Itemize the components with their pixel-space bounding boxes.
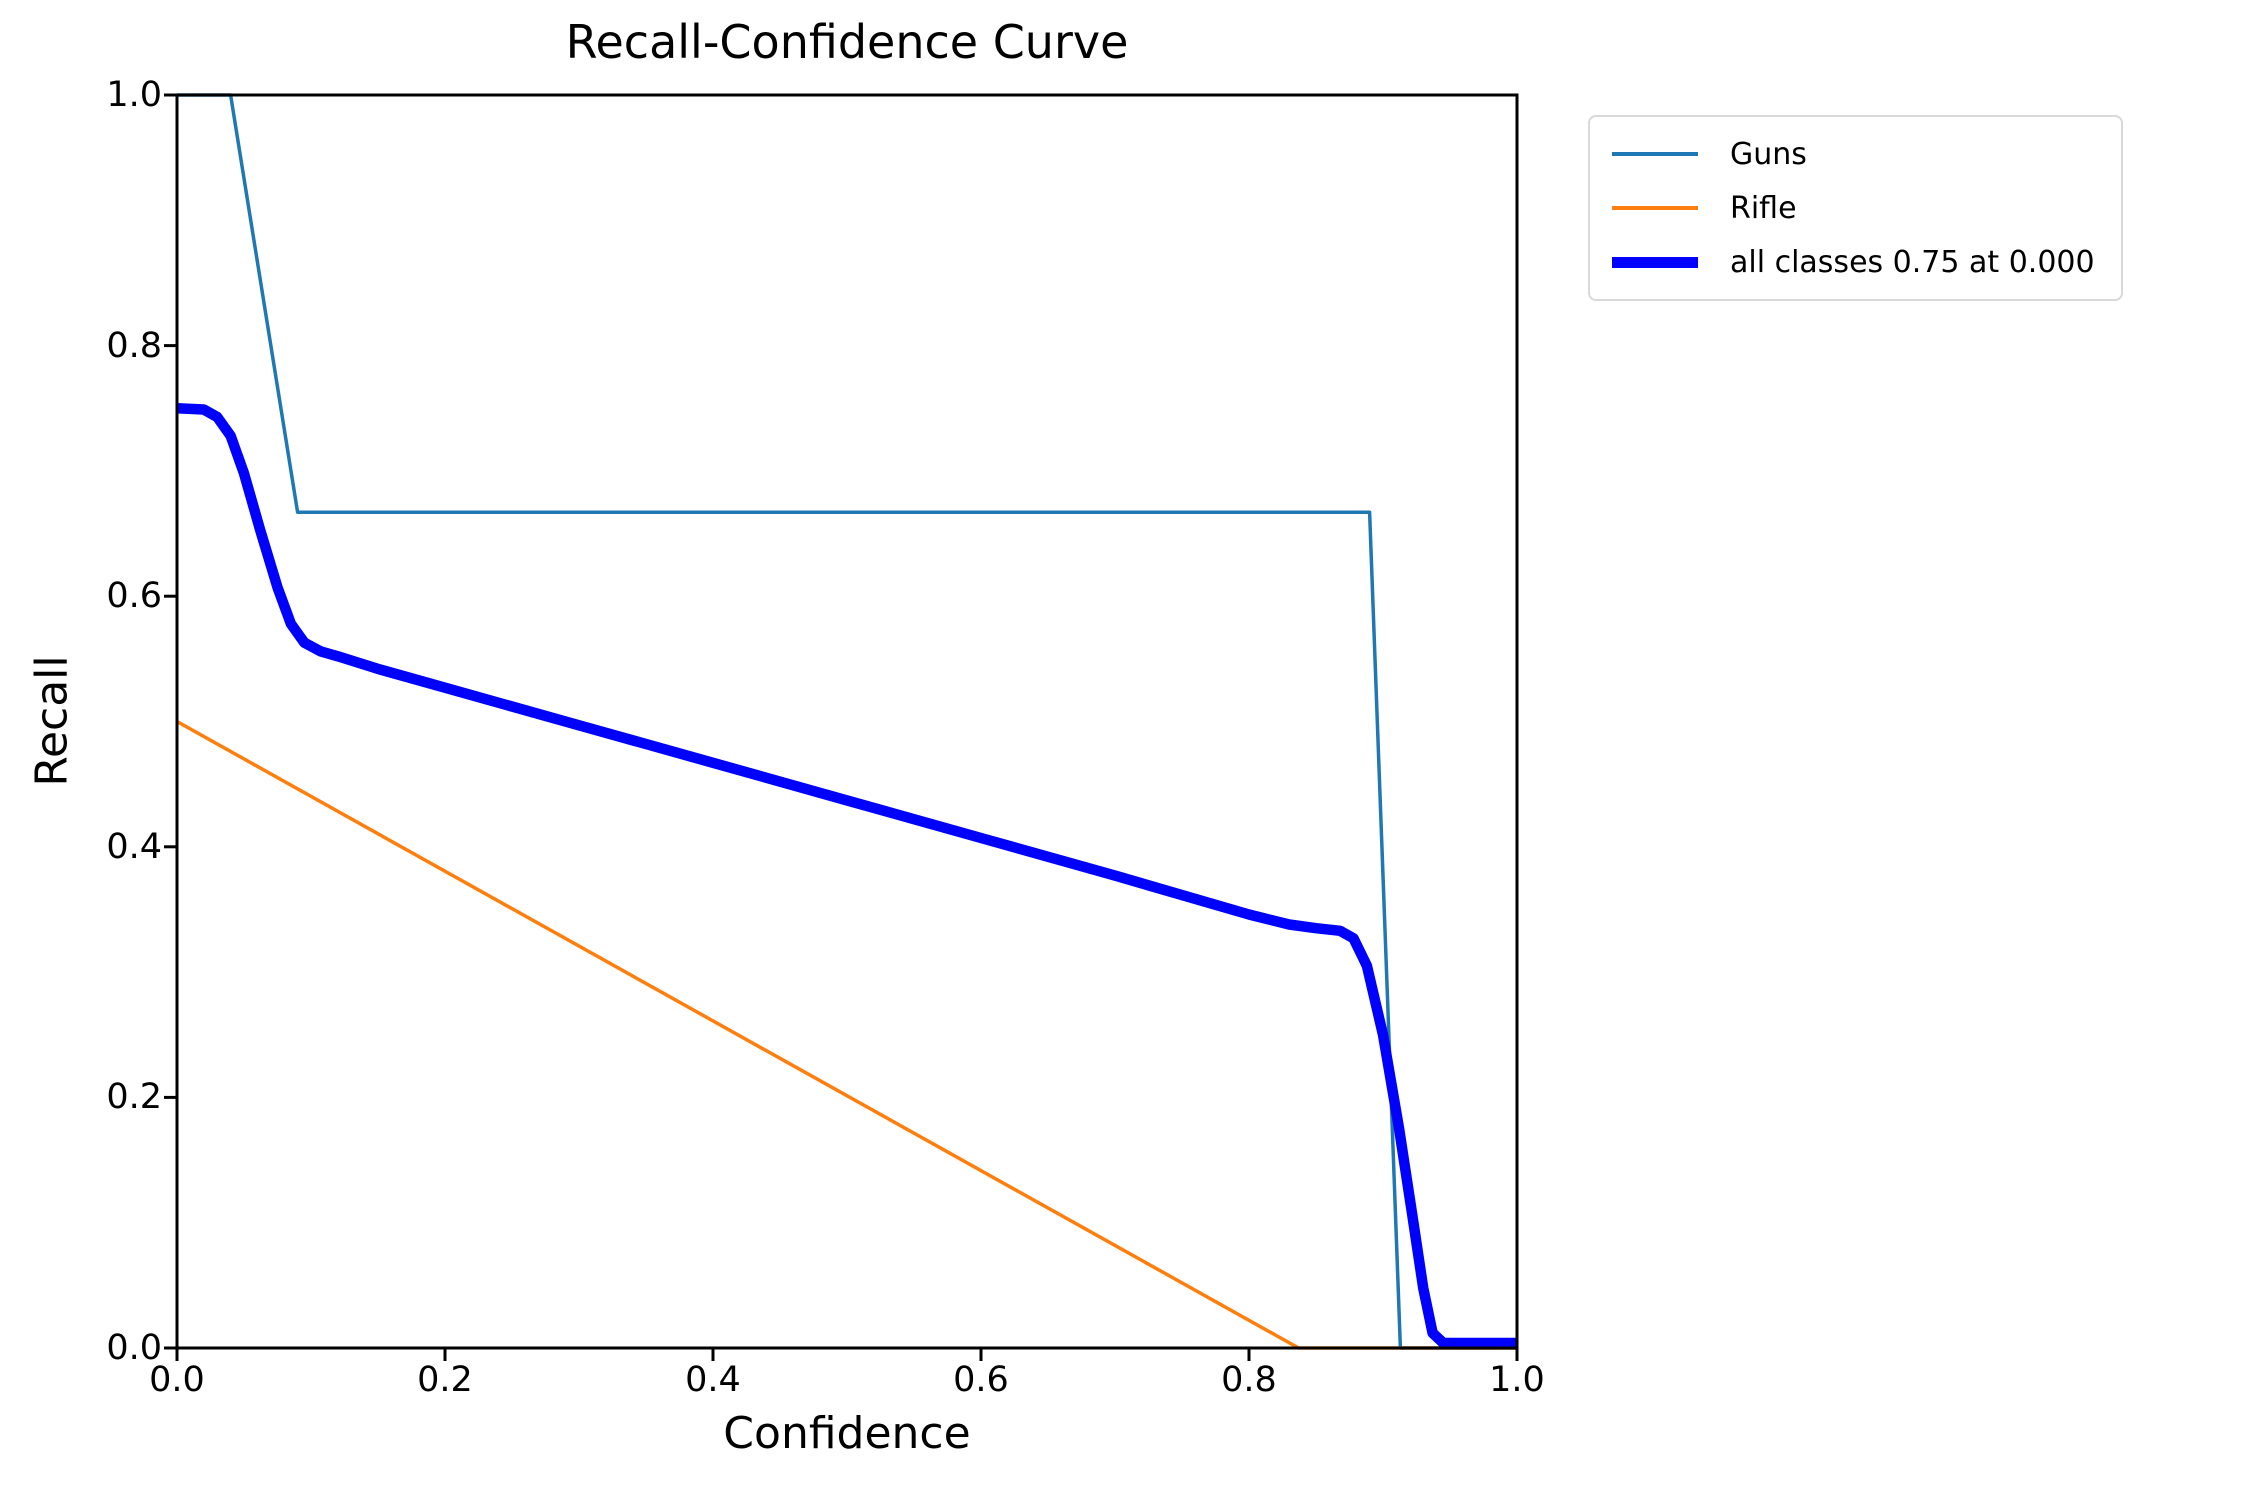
legend-label: Rifle — [1730, 190, 1797, 226]
y-tick-label: 1.0 — [106, 75, 162, 115]
y-axis-label: Recall — [26, 655, 78, 787]
guns-curve — [177, 93, 1517, 1350]
x-tick-label: 1.0 — [1489, 1360, 1545, 1400]
legend-row-rifle: Rifle — [1612, 187, 2095, 229]
rifle-curve — [176, 719, 1517, 1350]
legend-line-sample — [1612, 206, 1698, 210]
chart-title: Recall-Confidence Curve — [565, 15, 1129, 69]
x-tick-label: 0.2 — [417, 1360, 473, 1400]
x-tick-label: 0.6 — [953, 1360, 1009, 1400]
x-tick-label: 0.0 — [149, 1360, 205, 1400]
y-tick-label: 0.8 — [106, 325, 162, 366]
y-tick-label: 0.6 — [106, 576, 162, 617]
legend-row-all-classes-0-75-at-0-000: all classes 0.75 at 0.000 — [1612, 241, 2095, 283]
legend: Guns Rifle all classes 0.75 at 0.000 — [1588, 115, 2123, 301]
legend-line-sample — [1612, 256, 1698, 268]
y-tick-label: 0.2 — [106, 1077, 162, 1118]
y-tick-label: 0.4 — [106, 826, 162, 867]
x-tick-label: 0.8 — [1221, 1360, 1277, 1400]
legend-label: all classes 0.75 at 0.000 — [1730, 244, 2095, 280]
x-axis-label: Confidence — [723, 1408, 971, 1459]
legend-label: Guns — [1730, 136, 1807, 172]
all-classes-0-75-at-0-000-curve — [176, 403, 1517, 1349]
x-tick-label: 0.4 — [685, 1360, 741, 1400]
legend-line-sample — [1612, 152, 1698, 156]
y-tick-label: 0.0 — [106, 1328, 162, 1368]
axes-frame — [175, 93, 1519, 1350]
legend-row-guns: Guns — [1612, 133, 2095, 175]
